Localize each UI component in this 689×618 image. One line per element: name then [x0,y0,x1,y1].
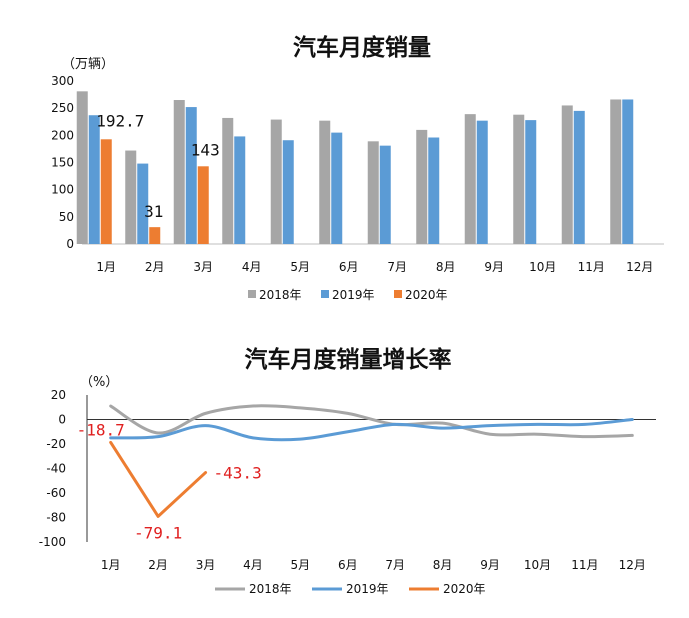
x-tick-label: 4月 [243,558,263,572]
bar-2020年-2月 [149,227,161,244]
bar-2019年-7月 [379,145,391,244]
x-tick-label: 3月 [196,558,216,572]
legend-label: 2020年 [443,582,486,596]
legend-label: 2018年 [259,288,302,302]
bar-2019年-8月 [428,137,440,244]
x-tick-label: 11月 [578,260,605,274]
bar-2019年-11月 [573,110,585,244]
x-tick-label: 7月 [387,260,407,274]
x-tick-label: 7月 [385,558,405,572]
bar-2020年-1月 [100,139,112,244]
growth-rate-line-chart: 汽车月度销量增长率 （%） 20 0 -20 -40 -60 -80 -100 -18.7 -… [39,346,656,596]
legend-swatch-2020年 [394,290,402,298]
x-tick-label: 3月 [193,260,213,274]
y-tick-label: -40 [46,462,66,476]
data-label: -79.1 [134,523,182,542]
bar-2018年-9月 [464,114,476,244]
y-tick-label: -60 [46,486,66,500]
monthly-sales-bar-chart: 汽车月度销量 （万辆） 0 50 100 150 200 250 300 192.7 31 14… [51,34,664,302]
x-tick-label: 2月 [145,260,165,274]
x-tick-label: 9月 [480,558,500,572]
legend-label: 2020年 [405,288,448,302]
bar-2018年-10月 [513,114,525,244]
y-axis-unit-label: （%） [80,375,118,390]
bar-2018年-5月 [270,119,282,244]
y-tick-label: -100 [39,535,66,549]
x-tick-label: 8月 [433,558,453,572]
y-tick-label: 0 [66,237,74,251]
bar-2019年-3月 [185,107,197,244]
legend-swatch-2018年 [248,290,256,298]
x-tick-label: 9月 [484,260,504,274]
bar-2018年-2月 [125,150,137,244]
bar-2018年-11月 [561,105,573,244]
x-tick-label: 12月 [619,558,646,572]
x-tick-label: 11月 [571,558,598,572]
x-tick-label: 10月 [524,558,551,572]
data-label: -43.3 [214,464,262,483]
y-tick-label: -20 [46,437,66,451]
bar-2019年-6月 [331,132,343,244]
bar-2018年-3月 [173,100,185,245]
data-label: 192.7 [96,111,144,130]
chart-title: 汽车月度销量 [293,34,431,61]
y-axis-unit-label: （万辆） [62,57,114,72]
y-tick-label: 150 [51,156,74,170]
x-tick-label: 6月 [338,558,358,572]
x-tick-label: 2月 [148,558,168,572]
legend: 2018年 2019年 2020年 [248,288,448,302]
chart-title: 汽车月度销量增长率 [245,346,452,373]
legend-swatch-2019年 [321,290,329,298]
y-tick-label: 200 [51,128,74,142]
y-tick-label: 250 [51,101,74,115]
data-label: 31 [144,202,163,221]
x-tick-label: 1月 [96,260,116,274]
x-tick-label: 5月 [291,558,311,572]
x-tick-label: 12月 [626,260,653,274]
x-tick-label: 5月 [290,260,310,274]
bar-2018年-7月 [367,141,379,244]
y-tick-label: 100 [51,183,74,197]
bar-2019年-10月 [525,120,537,244]
bar-2019年-4月 [234,136,246,244]
bar-2019年-9月 [476,120,488,244]
data-label: -18.7 [77,421,125,440]
x-tick-label: 6月 [339,260,359,274]
legend-label: 2018年 [249,582,292,596]
y-tick-label: 300 [51,74,74,88]
y-tick-label: 50 [59,210,74,224]
bar-2019年-5月 [282,140,294,244]
bar-2019年-1月 [88,115,100,244]
bar-2020年-3月 [197,166,209,244]
bar-2018年-8月 [416,129,428,244]
x-tick-label: 8月 [436,260,456,274]
legend-label: 2019年 [332,288,375,302]
line-series-2018年 [109,404,634,439]
y-tick-label: 20 [51,388,66,402]
bar-2018年-4月 [222,117,234,244]
bar-2018年-12月 [610,99,622,245]
bar-2019年-2月 [137,163,149,244]
x-tick-label: 10月 [529,260,556,274]
y-tick-label: 0 [58,413,66,427]
bar-2018年-6月 [319,120,331,244]
x-tick-label: 4月 [242,260,262,274]
bar-2018年-1月 [76,91,88,244]
data-label: 143 [191,140,220,159]
bar-2019年-12月 [622,99,634,245]
line-series-2020年 [109,440,208,518]
x-tick-label: 1月 [101,558,121,572]
legend-label: 2019年 [346,582,389,596]
line-series-2019年 [109,418,634,442]
legend: 2018年 2019年 2020年 [215,582,486,596]
y-tick-label: -80 [46,511,66,525]
